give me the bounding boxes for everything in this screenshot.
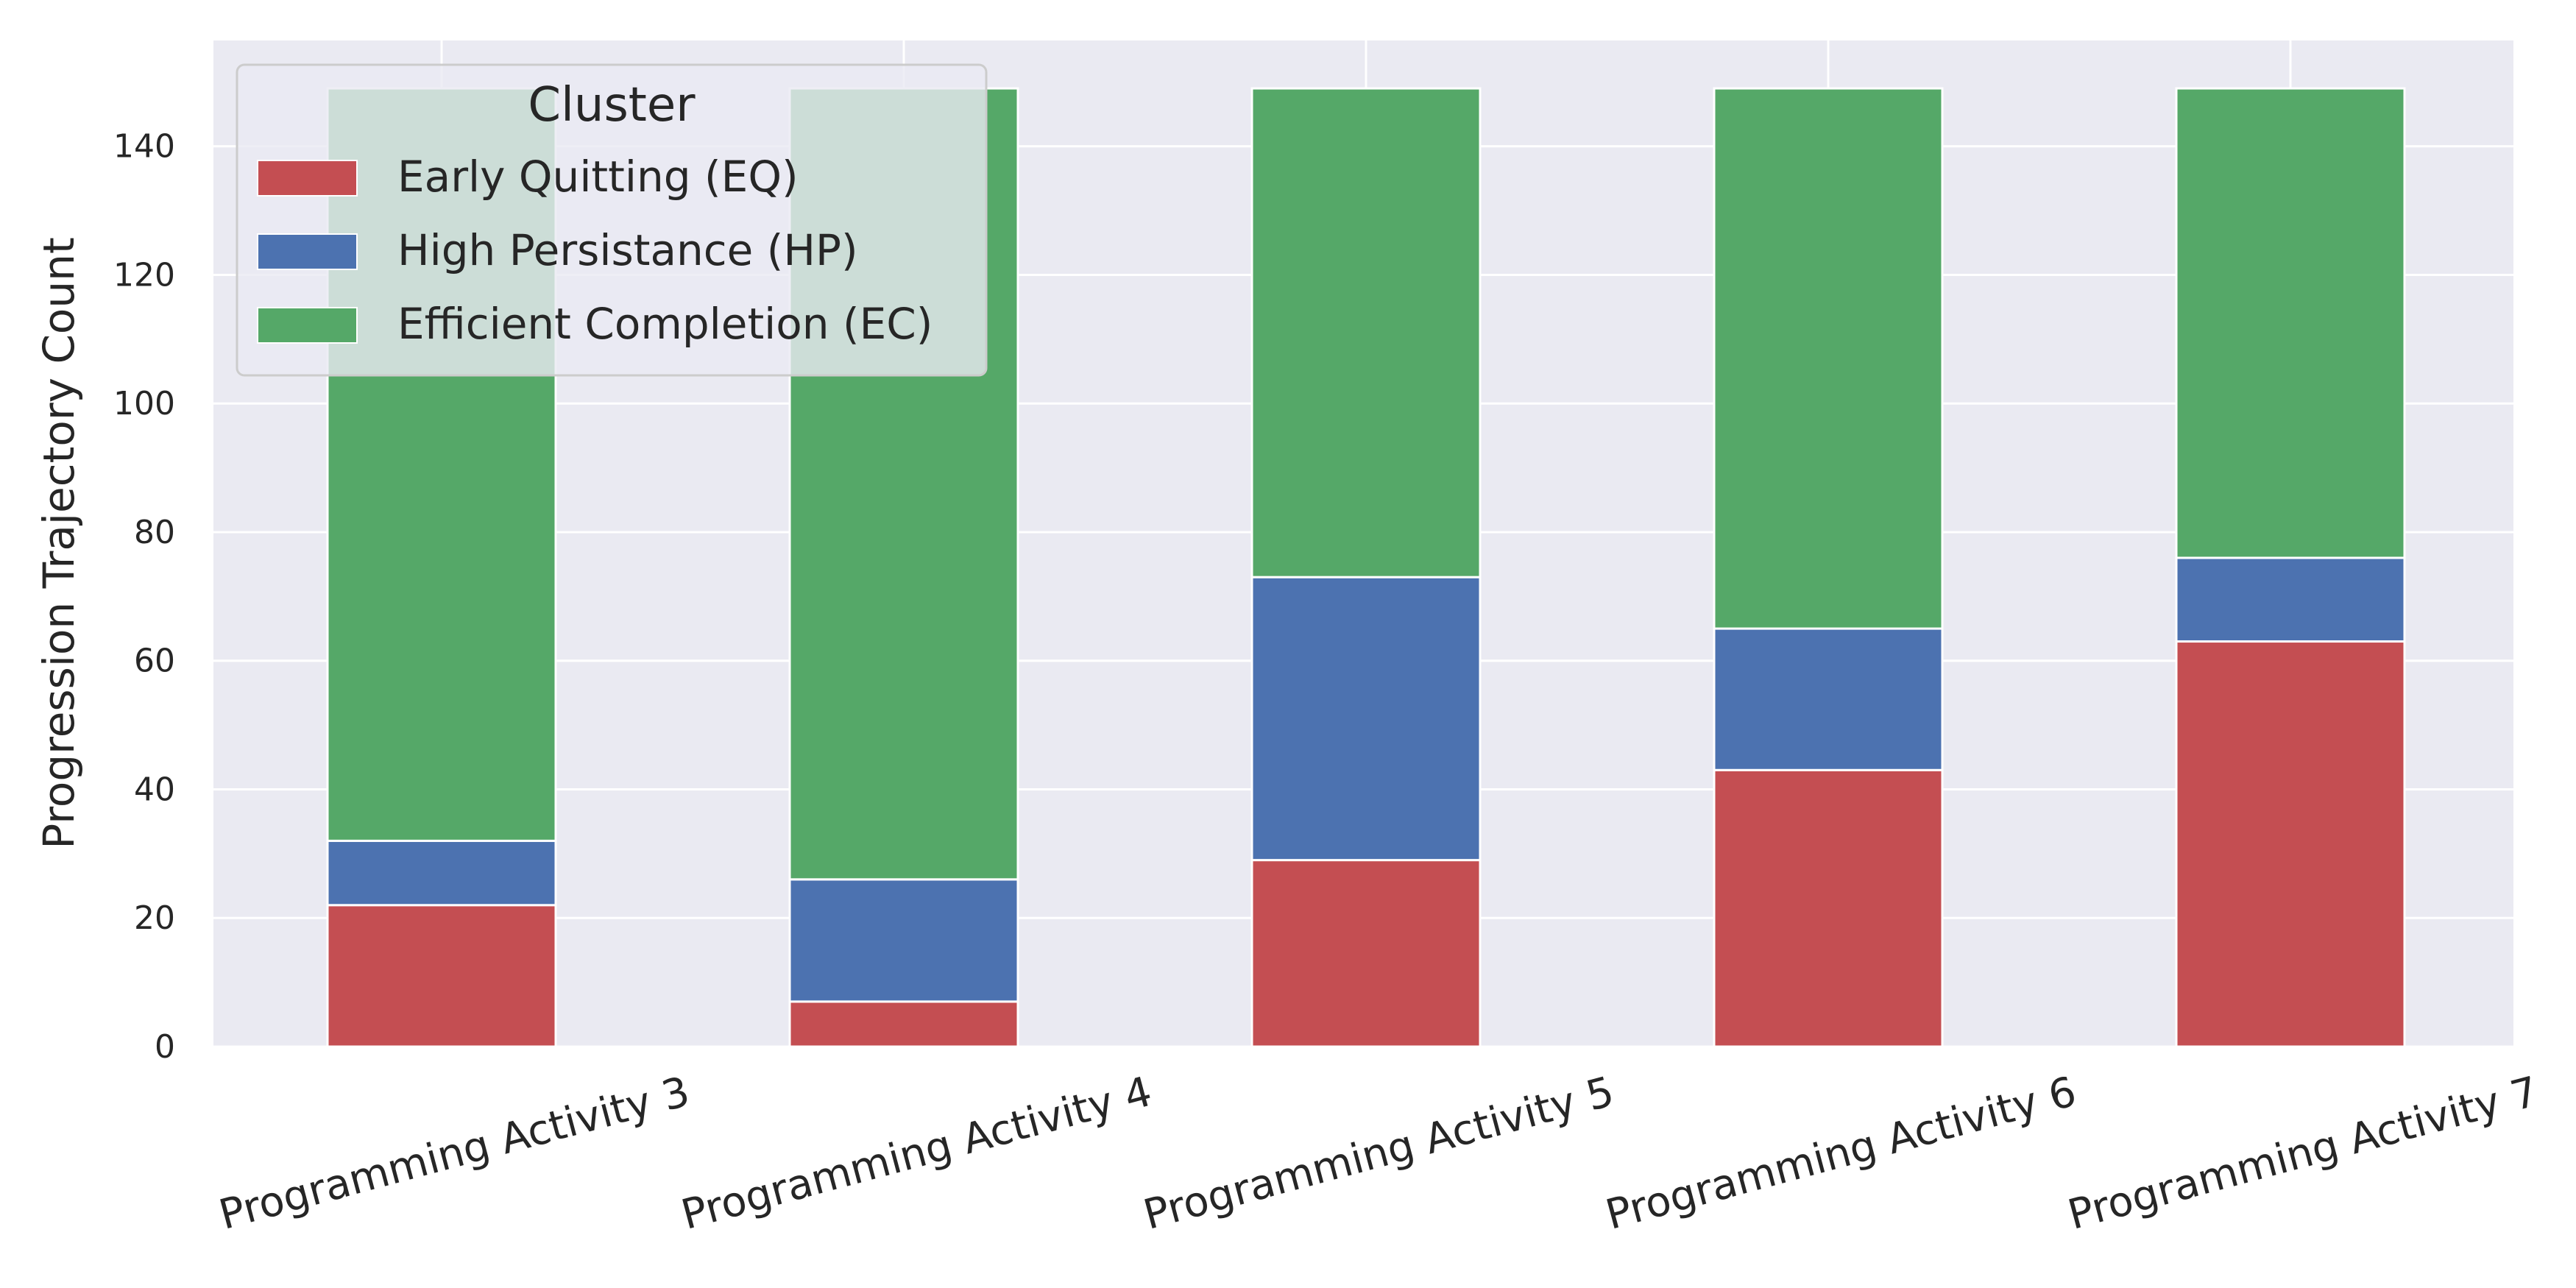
bar-segment: [2175, 87, 2406, 559]
bar-segment: [1713, 768, 1944, 1048]
legend-box: [236, 63, 988, 377]
y-tick-label: 60: [134, 643, 175, 680]
bar-segment: [326, 839, 557, 907]
x-tick-label: Programming Activity 4: [676, 1068, 1156, 1239]
legend-label: Early Quitting (EQ): [397, 152, 799, 202]
legend: Cluster Early Quitting (EQ) High Persista…: [236, 63, 988, 377]
x-tick-label: Programming Activity 5: [1139, 1068, 1618, 1239]
bar-segment: [1713, 627, 1944, 771]
legend-swatch: [257, 307, 358, 344]
y-tick-label: 0: [155, 1028, 175, 1066]
bar-segment: [2175, 640, 2406, 1048]
legend-label: High Persistance (HP): [397, 225, 858, 275]
legend-title: Cluster: [528, 78, 696, 132]
bar-segment: [1713, 87, 1944, 630]
legend-label: Efficient Completion (EC): [397, 299, 933, 349]
bar-segment: [788, 878, 1019, 1003]
legend-swatch: [257, 233, 358, 270]
legend-swatch: [257, 160, 358, 197]
x-tick-label: Programming Activity 6: [1601, 1068, 2081, 1239]
bar-segment: [1250, 859, 1482, 1048]
y-tick-label: 120: [113, 256, 175, 294]
bar-segment: [1250, 576, 1482, 862]
y-tick-label: 80: [134, 514, 175, 551]
bar-segment: [788, 1000, 1019, 1048]
x-tick-label: Programming Activity 7: [2063, 1068, 2543, 1239]
y-tick-label: 40: [134, 771, 175, 808]
y-axis-label: Progression Trajectory Count: [34, 237, 84, 849]
legend-items: Early Quitting (EQ) High Persistance (HP)…: [257, 152, 933, 349]
y-axis-ticks: 0 20 40 60 80 100 120 140: [113, 128, 175, 1066]
y-tick-label: 20: [134, 899, 175, 937]
y-tick-label: 140: [113, 128, 175, 166]
bar-segment: [2175, 556, 2406, 643]
y-tick-label: 100: [113, 385, 175, 422]
bar-segment: [1250, 87, 1482, 578]
bar-segment: [326, 904, 557, 1048]
x-tick-label: Programming Activity 3: [214, 1068, 694, 1239]
